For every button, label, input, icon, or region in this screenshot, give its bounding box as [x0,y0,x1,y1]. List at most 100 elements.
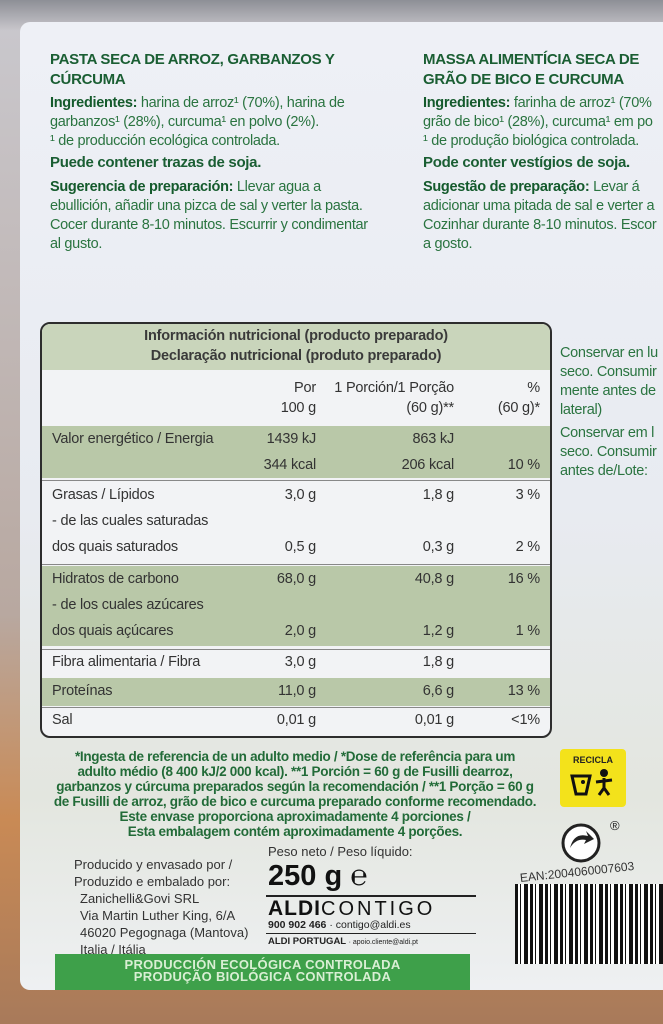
row-portion: 0,3 g [422,539,454,555]
row-per100: 0,5 g [284,539,316,555]
pt-prep-line4: a gosto. [423,236,473,252]
storage-pt-1: Conservar em l [560,425,655,441]
nutrition-row: Fibra alimentaria / Fibra 3,0 g 1,8 g [42,649,550,678]
es-ing-label: Ingredientes: [50,95,138,111]
pt-ing-line2: grão de bico¹ (28%), curcuma¹ em po [423,114,653,130]
row-pct: 13 % [507,683,540,699]
nutrition-table: Información nutricional (producto prepar… [40,322,552,738]
row-label: Valor energético / Energia [52,431,214,447]
footnote-line: adulto médio (8 400 kJ/2 000 kcal). **1 … [77,764,513,779]
col-portion-line1: 1 Porción/1 Porção [334,380,454,396]
nutrition-row: Valor energético / Energia 1439 kJ 863 kJ [42,426,550,452]
row-pct: <1% [511,712,540,728]
recicla-logo: RECICLA [560,749,626,807]
eco-band-pt: PRODUÇÃO BIOLÓGICA CONTROLADA [133,969,392,984]
producer-line: Producido y envasado por / [74,857,233,872]
footnote-line: garbanzos y cúrcuma preparados según la … [56,779,534,794]
row-divider [42,480,550,481]
registered-mark: ® [610,818,620,833]
pt-ing-label: Ingredientes: [423,95,511,111]
nutrition-row: Grasas / Lípidos 3,0 g 1,8 g 3 % [42,482,550,508]
storage-pt-3: antes de/Lote: [560,463,648,479]
es-prep-line2: ebullición, añadir una pizca de sal y ve… [50,198,363,214]
row-per100: 68,0 g [276,571,316,587]
storage-pt-2: seco. Consumir [560,444,657,460]
pt-prep-line2: adicionar uma pitada de sal e verter a [423,198,655,214]
row-label: Hidratos de carbono [52,571,179,587]
row-per100: 2,0 g [284,623,316,639]
row-portion: 206 kcal [401,457,455,473]
row-portion: 6,6 g [422,683,454,699]
col-portion-line2: (60 g)** [406,400,454,416]
aldi-phone: 900 902 466 [268,919,327,931]
row-label: dos quais açúcares [52,623,174,639]
storage-es-3: mente antes de [560,383,656,399]
row-label: Grasas / Lípidos [52,487,155,503]
pt-prep: Sugestão de preparação: Levar á [423,178,640,197]
es-ing-text: harina de arroz¹ (70%), harina de [137,95,345,111]
nutrition-header-row: Por 100 g 1 Porción/1 Porção (60 g)** % … [42,370,550,426]
row-portion: 863 kJ [412,431,454,447]
col-pct-line1: % [527,380,540,396]
row-label: Fibra alimentaria / Fibra [52,654,201,670]
product-label: PASTA SECA DE ARROZ, GARBANZOS Y CÚRCUMA… [20,22,663,990]
pt-prep-line3: Cozinhar durante 8-10 minutos. Escor [423,217,657,233]
es-title-line2: CÚRCUMA [50,71,126,88]
aldi-pt-email[interactable]: · apoio.cliente@aldi.pt [348,939,418,946]
row-pct: 3 % [515,487,541,503]
row-portion: 1,8 g [422,654,454,670]
net-weight-label: Peso neto / Peso líquido: [268,844,413,859]
row-per100: 0,01 g [276,712,316,728]
row-label: dos quais saturados [52,539,178,555]
row-portion: 0,01 g [414,712,454,728]
footnote-line: de Fusilli de arroz, grão de bico e curc… [53,794,537,809]
row-label: Proteínas [52,683,113,699]
row-pct: 2 % [515,539,541,555]
nutrition-row: Sal 0,01 g 0,01 g <1% [42,707,550,736]
es-allergen: Puede contener trazas de soja. [50,154,262,171]
producer-line: Italia / Itália [80,942,146,957]
aldi-pt-contact: ALDI PORTUGAL · apoio.cliente@aldi.pt [268,936,418,948]
aldi-mid-rule [266,933,476,934]
es-prep-label: Sugerencia de preparación: [50,179,234,195]
producer-line: Zanichelli&Govi SRL [80,891,200,906]
storage-es-2: seco. Consumir [560,364,657,380]
nutrition-row: Hidratos de carbono 68,0 g 40,8 g 16 % [42,566,550,592]
barcode [515,884,663,964]
pt-prep-text: Levar á [589,179,640,195]
es-prep-line3: Cocer durante 8-10 minutos. Escurrir y c… [50,217,368,233]
es-prep: Sugerencia de preparación: Llevar agua a [50,178,321,197]
footnote-line: Este envase proporciona aproximadamente … [119,809,471,824]
pt-allergen: Pode conter vestígios de soja. [423,154,630,171]
pt-ing-line3: ¹ de produção biológica controlada. [423,133,640,149]
aldi-contigo: CONTIGO [321,898,436,920]
es-prep-text: Llevar agua a [233,179,321,195]
producer-line: Produzido e embalado por: [74,874,231,889]
row-divider [42,707,550,708]
nutrition-title-es: Información nutricional (producto prepar… [144,328,448,344]
net-weight-value: 250 g ℮ [268,860,368,892]
aldi-es-contact: 900 902 466 · contigo@aldi.es [268,919,411,931]
row-per100: 3,0 g [284,487,316,503]
eco-band-es: PRODUCCIÓN ECOLÓGICA CONTROLADA [124,957,401,972]
green-dot-icon [561,823,601,863]
row-portion: 40,8 g [414,571,454,587]
row-label: - de las cuales saturadas [52,513,209,529]
weight-value: 250 g [268,860,343,892]
pt-prep-label: Sugestão de preparação: [423,179,590,195]
row-divider [42,649,550,650]
pt-ing-text: farinha de arroz¹ (70% [510,95,652,111]
row-pct: 10 % [507,457,540,473]
producer-line: 46020 Pegognaga (Mantova) [80,925,249,940]
nutrition-row: Proteínas 11,0 g 6,6 g 13 % [42,678,550,706]
producer-line: Via Martin Luther King, 6/A [80,908,236,923]
aldi-top-rule [266,895,476,897]
eco-band: PRODUCCIÓN ECOLÓGICA CONTROLADA PRODUÇÃO… [55,954,470,990]
aldi-email[interactable]: · contigo@aldi.es [329,919,411,931]
pt-title-line1: MASSA ALIMENTÍCIA SECA DE [423,51,640,68]
col-per100-line2: 100 g [280,400,316,416]
col-pct-line2: (60 g)* [497,400,540,416]
row-pct: 1 % [515,623,541,639]
nutrition-title-row: Información nutricional (producto prepar… [42,324,550,370]
row-pct: 16 % [507,571,540,587]
